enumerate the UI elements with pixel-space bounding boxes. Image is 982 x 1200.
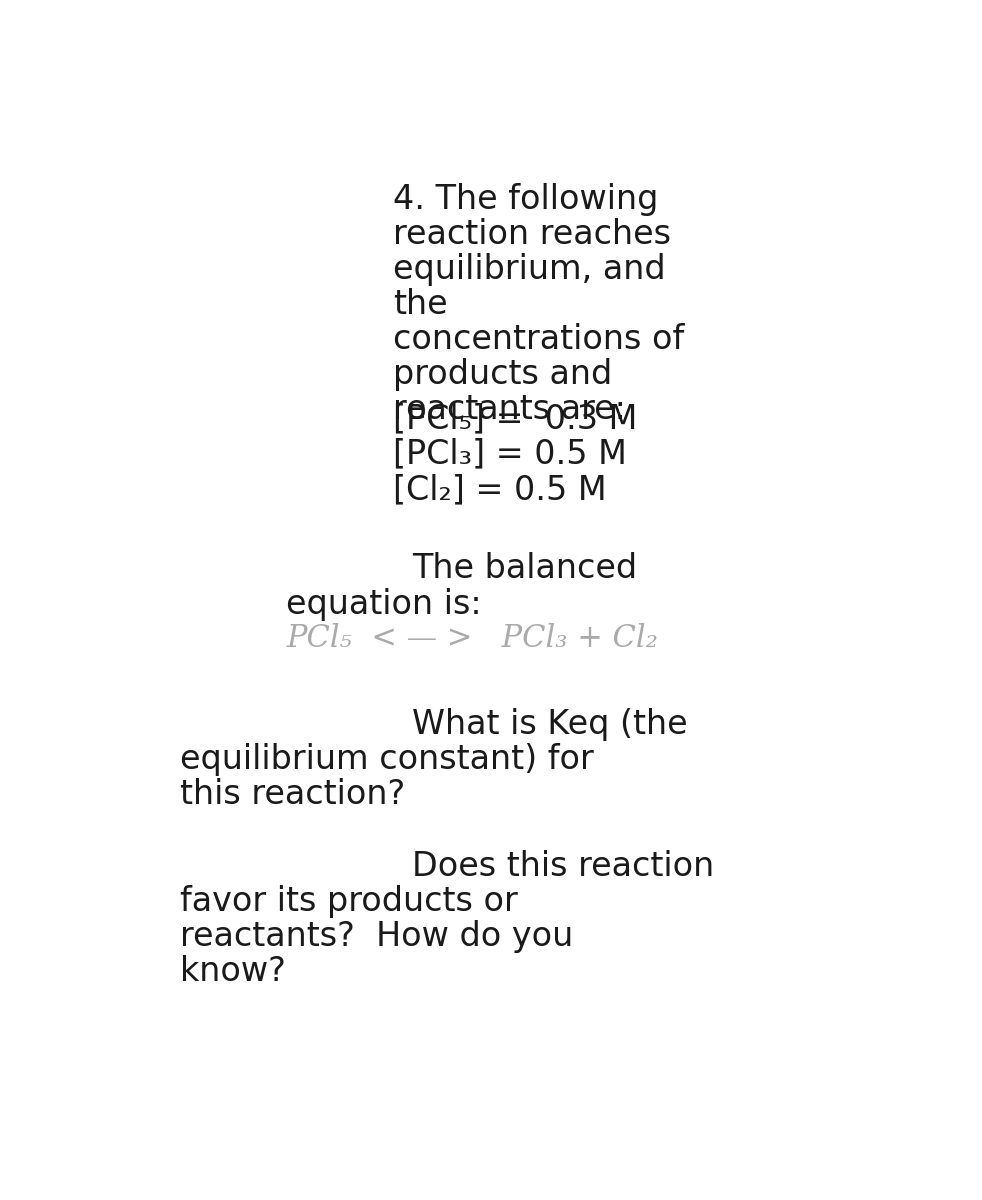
Text: products and: products and (393, 359, 612, 391)
Text: concentrations of: concentrations of (393, 323, 684, 356)
Text: What is Keq (the: What is Keq (the (412, 708, 687, 740)
Text: 4. The following: 4. The following (393, 182, 658, 216)
Text: reaction reaches: reaction reaches (393, 218, 671, 251)
Text: this reaction?: this reaction? (180, 778, 406, 811)
Text: Does this reaction: Does this reaction (412, 850, 714, 883)
Text: [PCl₅] =  0.3 M: [PCl₅] = 0.3 M (393, 403, 637, 436)
Text: know?: know? (180, 955, 286, 989)
Text: equilibrium, and: equilibrium, and (393, 253, 666, 286)
Text: reactants?  How do you: reactants? How do you (180, 920, 573, 953)
Text: The balanced: The balanced (412, 552, 637, 586)
Text: the: the (393, 288, 448, 322)
Text: PCl₅  < — >   PCl₃ + Cl₂: PCl₅ < — > PCl₃ + Cl₂ (287, 623, 658, 654)
Text: equation is:: equation is: (287, 588, 482, 620)
Text: [Cl₂] = 0.5 M: [Cl₂] = 0.5 M (393, 473, 607, 506)
Text: [PCl₃] = 0.5 M: [PCl₃] = 0.5 M (393, 438, 627, 470)
Text: equilibrium constant) for: equilibrium constant) for (180, 743, 593, 775)
Text: reactants are:: reactants are: (393, 394, 626, 426)
Text: favor its products or: favor its products or (180, 886, 518, 918)
